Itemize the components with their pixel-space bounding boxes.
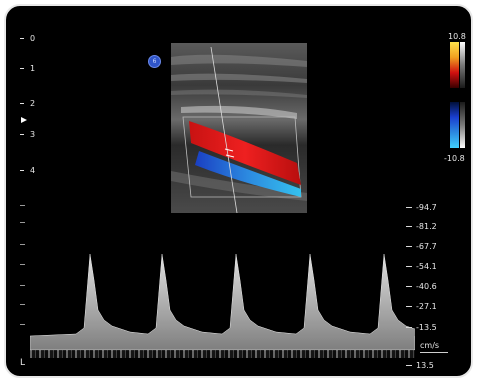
color-scale-positive-grey [460, 42, 465, 88]
spectral-doppler-waveform [30, 253, 415, 351]
depth-tick-1 [20, 68, 24, 69]
depth-tick-3 [20, 134, 24, 135]
velocity-tick [406, 207, 412, 208]
left-dash [20, 264, 25, 265]
left-dash [20, 285, 25, 286]
velocity-unit-line [420, 352, 448, 353]
velocity-label-5: -27.1 [416, 302, 437, 311]
color-scale-negative-grey [460, 102, 465, 148]
left-dash [20, 304, 25, 305]
depth-label-3: 3 [30, 130, 36, 139]
probe-orientation-badge: 6 [148, 55, 161, 68]
left-dash [20, 205, 25, 206]
depth-label-1: 1 [30, 64, 36, 73]
velocity-tick [406, 246, 412, 247]
focus-marker-icon [21, 117, 27, 123]
depth-label-0: 0 [30, 34, 36, 43]
left-dash [20, 324, 25, 325]
velocity-unit: cm/s [420, 341, 440, 350]
bmode-image [171, 43, 307, 213]
ultrasound-viewport: 0 1 2 3 4 6 [4, 4, 473, 378]
spectral-baseline [30, 350, 415, 358]
velocity-label-2: -67.7 [416, 242, 437, 251]
velocity-tick [406, 306, 412, 307]
color-scale-positive [450, 42, 459, 88]
velocity-tick [406, 266, 412, 267]
velocity-tick [406, 327, 412, 328]
velocity-tick [406, 226, 412, 227]
color-scale-min: -10.8 [444, 154, 465, 163]
left-dash [20, 244, 25, 245]
velocity-label-3: -54.1 [416, 262, 437, 271]
left-dash [20, 222, 25, 223]
depth-tick-4 [20, 170, 24, 171]
depth-tick-2 [20, 103, 24, 104]
velocity-label-4: -40.6 [416, 282, 437, 291]
velocity-tick [406, 286, 412, 287]
color-scale-max: 10.8 [448, 32, 466, 41]
velocity-label-0: -94.7 [416, 203, 437, 212]
depth-tick-0 [20, 38, 24, 39]
depth-label-4: 4 [30, 166, 36, 175]
velocity-bottom-label: 13.5 [416, 361, 434, 370]
depth-label-2: 2 [30, 99, 36, 108]
velocity-tick [406, 365, 412, 366]
velocity-label-1: -81.2 [416, 222, 437, 231]
velocity-label-6: -13.5 [416, 323, 437, 332]
color-scale-negative [450, 102, 459, 148]
corner-label: L [20, 358, 26, 368]
